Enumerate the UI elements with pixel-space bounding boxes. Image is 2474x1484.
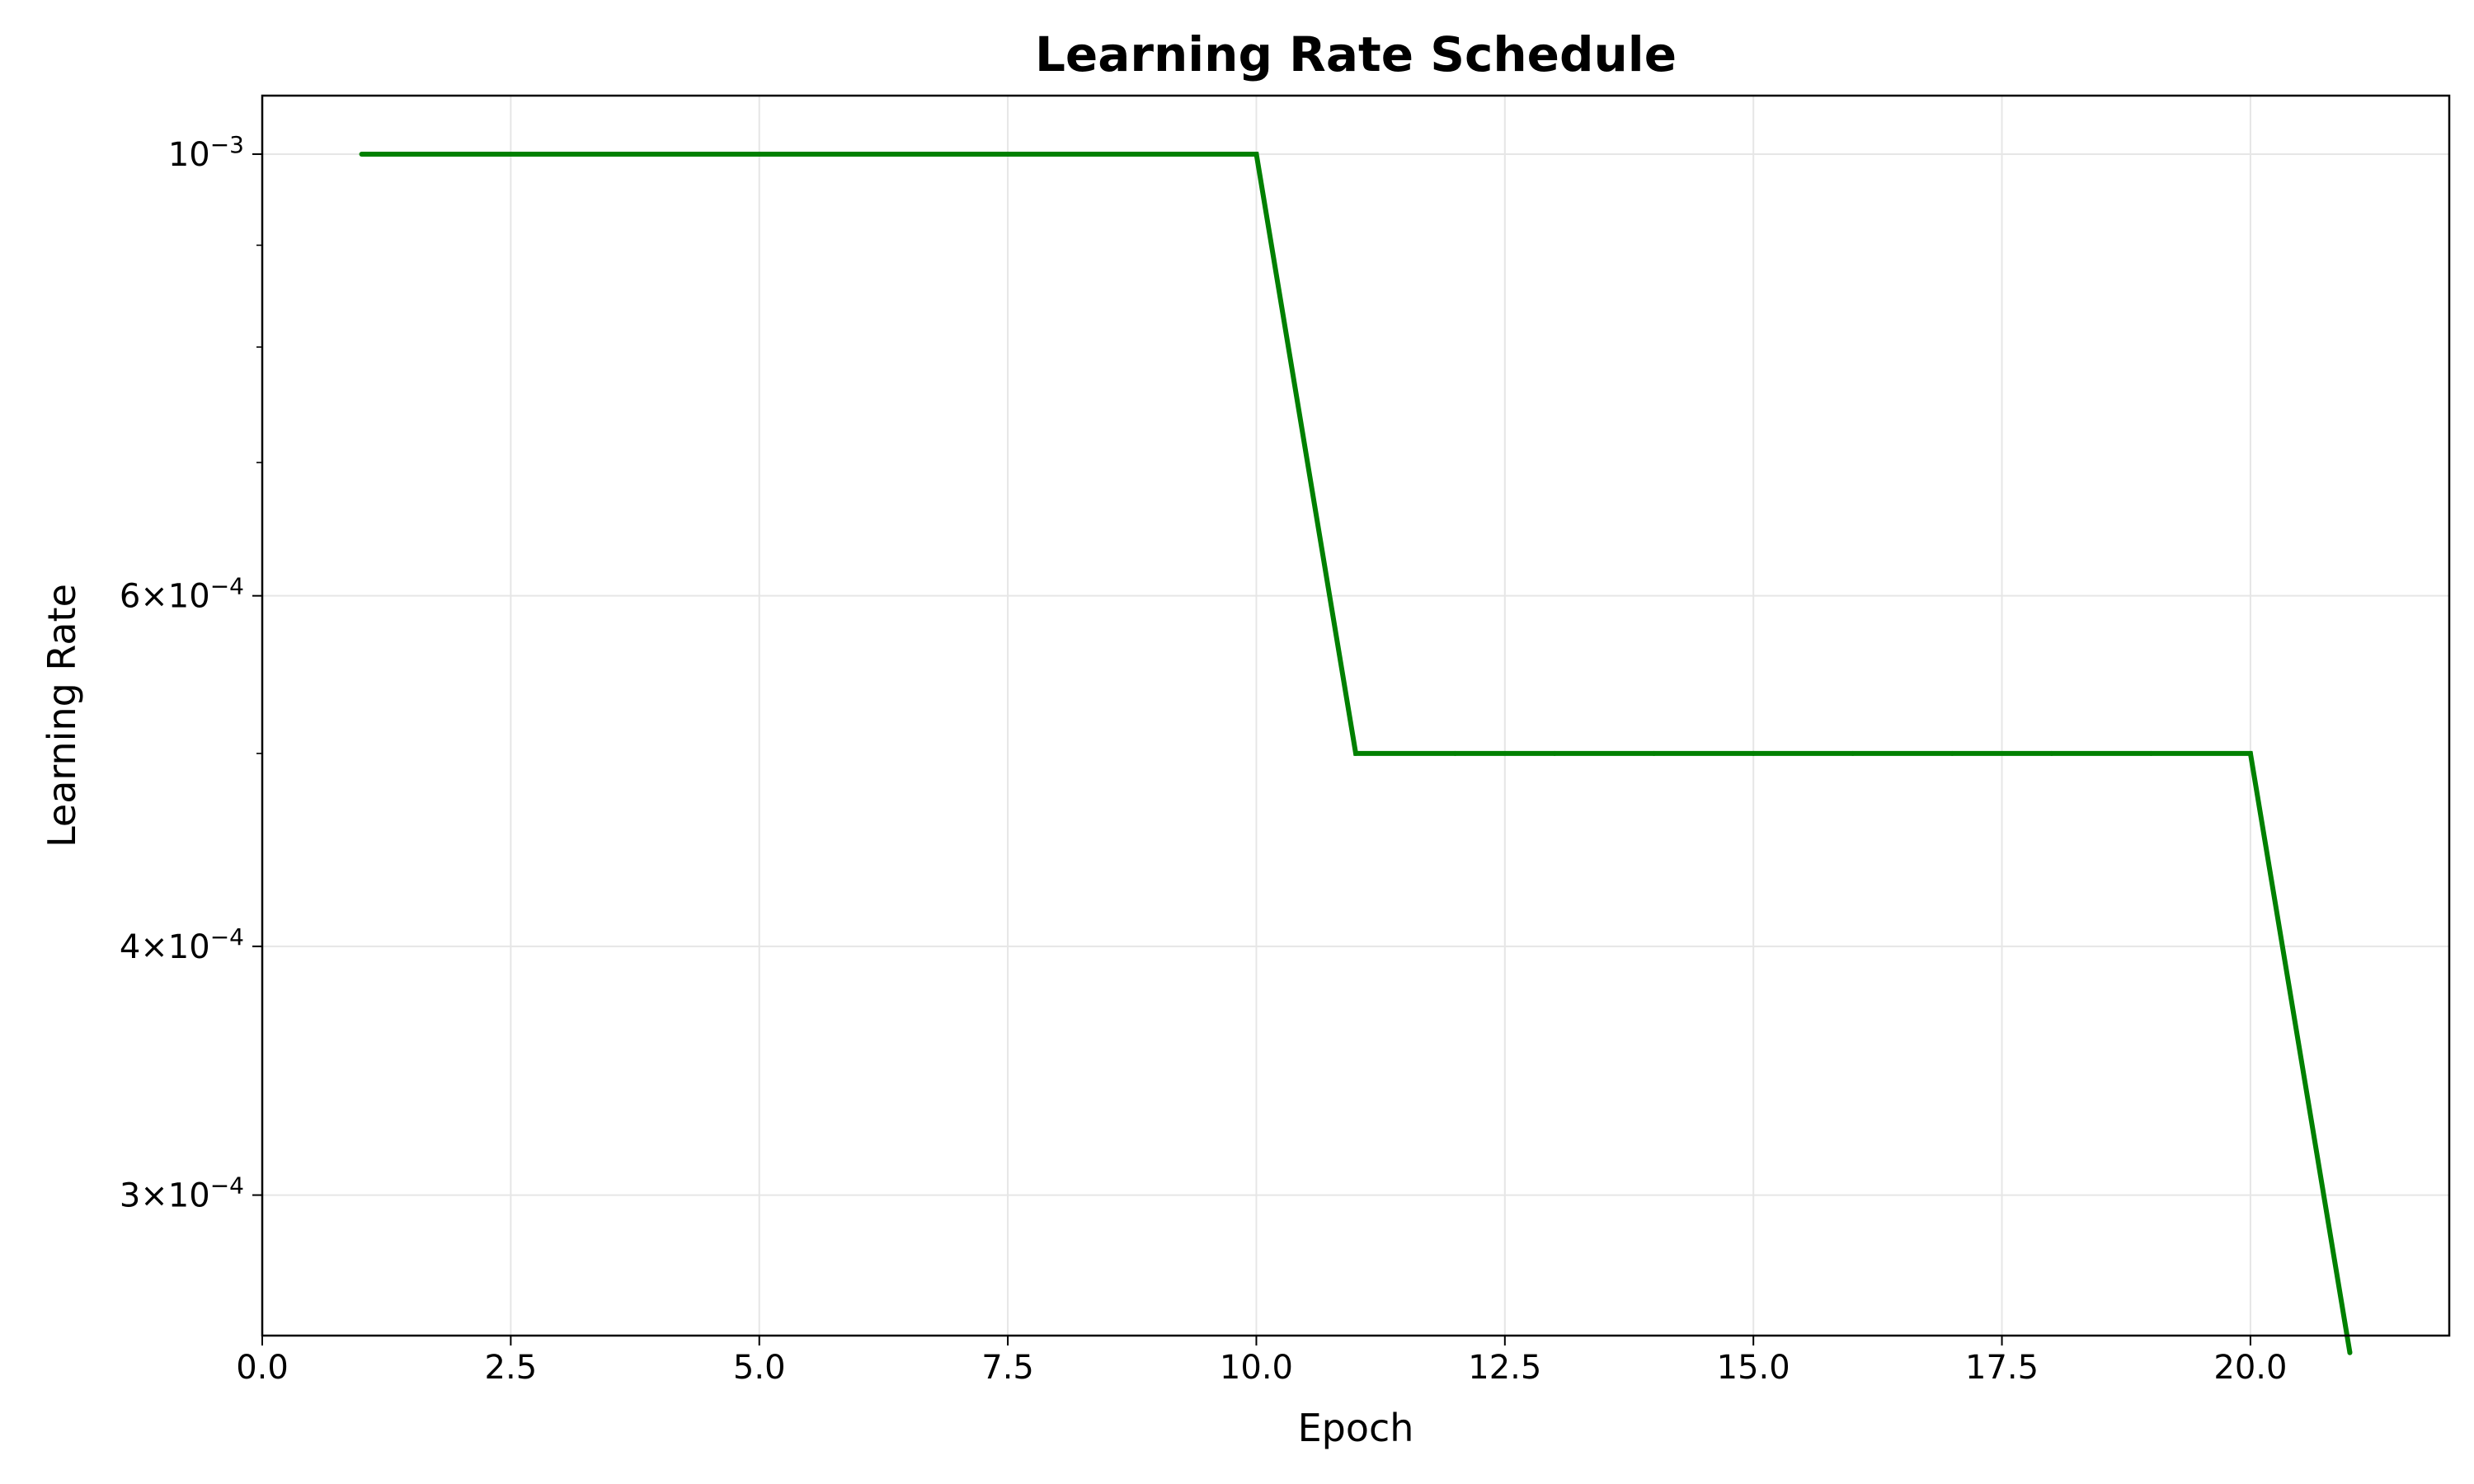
x-tick-label: 12.5 bbox=[1468, 1349, 1541, 1387]
x-tick-label: 2.5 bbox=[485, 1349, 538, 1387]
learning-rate-point bbox=[756, 151, 762, 157]
learning-rate-point bbox=[1055, 151, 1061, 157]
chart-title: Learning Rate Schedule bbox=[1035, 26, 1677, 82]
learning-rate-point bbox=[657, 151, 663, 157]
learning-rate-point bbox=[2148, 750, 2154, 756]
learning-rate-point bbox=[955, 151, 961, 157]
x-tick-label: 0.0 bbox=[236, 1349, 289, 1387]
x-tick-label: 10.0 bbox=[1220, 1349, 1293, 1387]
learning-rate-point bbox=[1751, 750, 1757, 756]
learning-rate-point bbox=[2247, 750, 2253, 756]
learning-rate-point bbox=[1552, 750, 1558, 756]
learning-rate-point bbox=[2347, 1350, 2353, 1355]
ticks: 0.0 2.5 5.0 7.5 10.0 12.5 15.0 17.5 20.0 10−3 6×10… bbox=[120, 131, 2288, 1387]
learning-rate-point bbox=[2048, 750, 2054, 756]
y-tick-label: 10−3 bbox=[168, 131, 244, 174]
x-tick-label: 15.0 bbox=[1717, 1349, 1790, 1387]
plot-frame bbox=[261, 94, 2451, 1337]
x-tick-label: 7.5 bbox=[981, 1349, 1034, 1387]
x-axis-label: Epoch bbox=[1298, 1406, 1414, 1450]
learning-rate-point bbox=[459, 151, 464, 157]
learning-rate-point bbox=[856, 151, 862, 157]
grid bbox=[261, 96, 2449, 1336]
x-tick-label: 17.5 bbox=[1965, 1349, 2039, 1387]
learning-rate-point bbox=[1651, 750, 1657, 756]
learning-rate-point bbox=[1452, 750, 1458, 756]
learning-rate-point bbox=[1850, 750, 1856, 756]
learning-rate-point bbox=[1253, 151, 1259, 157]
learning-rate-point bbox=[557, 151, 563, 157]
x-tick-label: 20.0 bbox=[2213, 1349, 2287, 1387]
y-tick-label: 4×10−4 bbox=[120, 923, 244, 966]
learning-rate-point bbox=[1950, 750, 1955, 756]
learning-rate-point bbox=[1353, 750, 1358, 756]
y-axis-label: Learning Rate bbox=[40, 584, 84, 848]
learning-rate-point bbox=[1154, 151, 1159, 157]
series-layer bbox=[359, 151, 2353, 1355]
learning-rate-point bbox=[359, 151, 365, 157]
y-tick-label: 6×10−4 bbox=[120, 573, 244, 616]
x-tick-label: 5.0 bbox=[733, 1349, 786, 1387]
y-tick-label: 3×10−4 bbox=[120, 1172, 244, 1215]
